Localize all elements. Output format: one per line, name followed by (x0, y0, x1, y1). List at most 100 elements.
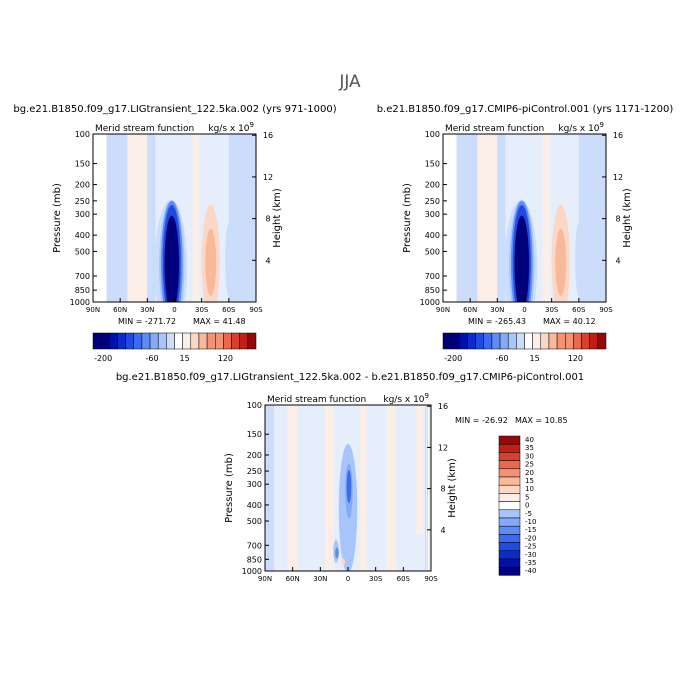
panel2-ytick-label: 500 (425, 247, 440, 256)
panel3-xtick-label: 30N (313, 575, 327, 583)
panel2-colorbar-box (589, 332, 599, 350)
panel1-ytick-label: 300 (75, 210, 90, 219)
panel1-group: bg.e21.B1850.f09_g17.LIGtransient_122.5k… (13, 104, 336, 363)
panel1-band-3 (147, 134, 156, 302)
panel1-ylabel-right: Height (km) (272, 188, 283, 248)
panel1-xtick-label: 0 (172, 306, 176, 314)
panel3-legend-box (498, 493, 521, 502)
panel1-colorbar-box (92, 332, 102, 350)
panel3-htick-label: 16 (438, 402, 448, 411)
panel2-colorbar-box (565, 332, 574, 350)
panel1-xtick-label: 90N (86, 306, 100, 314)
panel2-colorbar-box (540, 332, 550, 350)
panel1-colorbar-box (174, 332, 183, 350)
panel1-ytick-label: 150 (75, 160, 90, 169)
panel1-ytick-label: 1000 (70, 298, 90, 307)
panel2-units-exponent: 9 (600, 121, 604, 129)
panel2-colorbar-label: 120 (568, 354, 583, 363)
panel1-colorbar-box (231, 332, 240, 350)
panel3-legend-label: 0 (525, 502, 529, 510)
panel1-ytick-label: 400 (75, 231, 90, 240)
panel3-subtitle-left: Merid stream function (267, 395, 366, 405)
panel1-colorbar-label: 120 (218, 354, 233, 363)
panel2-xtick-label: 0 (522, 306, 526, 314)
panel2-xtick-label: 90S (599, 306, 613, 314)
panel3-band-5 (416, 405, 424, 535)
panel3-legend-box (498, 558, 521, 568)
panel2-ytick-label: 1000 (420, 298, 440, 307)
panel2-ytick-label: 100 (425, 130, 440, 139)
panel3-legend-box (498, 509, 521, 519)
panel1-subtitle-right: kg/s x 109 (208, 121, 254, 134)
panel3-legend-box (498, 525, 521, 535)
panel1-htick-label: 8 (265, 215, 270, 224)
panel2-colorbar-box (548, 332, 558, 350)
panel2-title: b.e21.B1850.f09_g17.CMIP6-piControl.001 … (377, 104, 674, 115)
panel2-xtick-label: 90N (436, 306, 450, 314)
panel2-ytick-label: 150 (425, 160, 440, 169)
panel1-colorbar-label: -60 (146, 354, 159, 363)
panel3-units-exponent: 9 (425, 392, 429, 400)
panel3-legend-box (498, 517, 521, 527)
panel2-colorbar-label: -60 (496, 354, 509, 363)
panel2-subtitle-right: kg/s x 109 (558, 121, 604, 134)
panel2-contour-5 (516, 228, 528, 302)
panel3-legend-box (498, 542, 521, 552)
panel2-ytick-label: 300 (425, 210, 440, 219)
panel1-ytick-label: 100 (75, 130, 90, 139)
panel2-colorbar-box (597, 332, 607, 350)
panel1-colorbar-box (125, 332, 134, 350)
panel3-xtick-label: 90N (258, 575, 272, 583)
panel2-plot-area (443, 134, 606, 302)
panel3-xtick-label: 90S (424, 575, 438, 583)
panel3-contour-4 (335, 547, 339, 559)
panel3-legend-label: 30 (525, 452, 534, 460)
panel3-legend-box (498, 452, 521, 461)
panel2-subtitle-left: Merid stream function (445, 124, 544, 134)
panel3-plot-area (265, 405, 431, 571)
panel1-xtick-label: 30N (140, 306, 154, 314)
panel1-colorbar-box (223, 332, 232, 350)
panel3-title: bg.e21.B1850.f09_g17.LIGtransient_122.5k… (116, 372, 584, 383)
panel3-legend-label: 10 (525, 485, 534, 493)
panel1-ytick-label: 700 (75, 272, 90, 281)
panel3-band-0 (265, 405, 275, 571)
panel1-htick-label: 16 (263, 131, 273, 140)
panel1-subtitle-left: Merid stream function (95, 124, 194, 134)
panel1-max-label: MAX = 41.48 (193, 317, 246, 326)
panel2-ylabel-right: Height (km) (622, 188, 633, 248)
panel3-xtick-label: 60S (397, 575, 411, 583)
panel2-colorbar-box (556, 332, 566, 350)
panel2-band-3 (497, 134, 506, 302)
panel3-ylabel: Pressure (mb) (224, 453, 235, 523)
panel1-contour-7 (205, 228, 217, 296)
panel1-ytick-label: 500 (75, 247, 90, 256)
panel2-colorbar-box (573, 332, 582, 350)
panel1-htick-label: 12 (263, 173, 273, 182)
panel2-htick-label: 16 (613, 131, 623, 140)
panel3-xtick-label: 0 (346, 575, 350, 583)
panel1-colorbar-box (157, 332, 167, 350)
panel1-ytick-label: 850 (75, 286, 90, 295)
panel2-xtick-label: 60N (463, 306, 477, 314)
panel2-colorbar-box (524, 332, 533, 350)
panel2-colorbar-box (442, 332, 452, 350)
panel3-band-4 (386, 405, 396, 571)
panel2-colorbar-box (475, 332, 485, 350)
panel2-colorbar-box (507, 332, 517, 350)
panel2-max-label: MAX = 40.12 (543, 317, 596, 326)
panel3-band-6 (427, 405, 431, 571)
panel1-ylabel: Pressure (mb) (52, 183, 63, 253)
panel1-htick-label: 4 (265, 256, 270, 265)
panel3-legend-label: -30 (525, 551, 536, 559)
panel3-legend-box (498, 550, 521, 560)
panel3-ytick-label: 700 (247, 541, 262, 550)
panel2-ylabel: Pressure (mb) (402, 183, 413, 253)
panel2-colorbar-box (491, 332, 501, 350)
panel2-htick-label: 4 (615, 256, 620, 265)
panel3-legend-label: 25 (525, 461, 534, 469)
panel2-ytick-label: 200 (425, 181, 440, 190)
panel3-ytick-label: 250 (247, 467, 262, 476)
panel1-colorbar-box (182, 332, 192, 350)
